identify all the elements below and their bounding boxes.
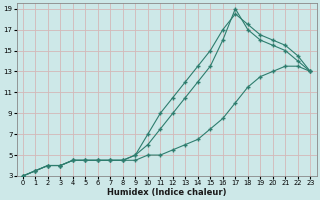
X-axis label: Humidex (Indice chaleur): Humidex (Indice chaleur) — [107, 188, 226, 197]
